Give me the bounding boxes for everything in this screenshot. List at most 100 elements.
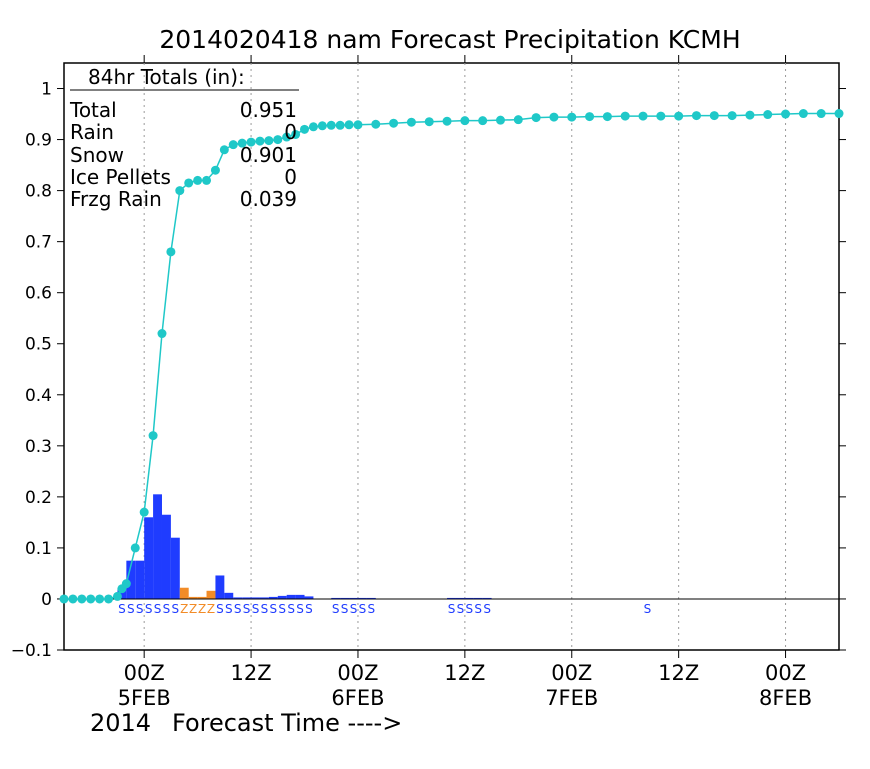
ptype-char: S [243,602,251,616]
precip-bar [295,594,305,599]
ptype-char: Z [207,602,215,616]
chart-title: 2014020418 nam Forecast Precipitation KC… [159,25,740,54]
accum-point [121,579,131,589]
ptype-char: S [136,602,144,616]
precip-bar [304,596,314,599]
y-axis: −0.1 0 0.1 0.2 0.3 0.4 0.5 0.6 0.7 0.8 0.9 1 [11,80,846,661]
y-tick-label: 0.5 [25,335,52,355]
accum-point [620,111,630,121]
x-tick-label: 12Z [658,661,699,685]
ptype-char: S [483,602,491,616]
y-tick-label: 0.1 [25,539,52,559]
totals-row-value: 0.039 [240,187,297,211]
accum-point [567,112,577,122]
ptype-char: S [163,602,171,616]
y-tick-label: 0.9 [25,131,52,151]
accum-point [478,116,488,126]
accum-point [389,118,399,128]
accum-point [371,119,381,129]
accum-point [291,129,301,139]
accum-point [709,111,719,121]
totals-row-label: Ice Pellets [70,165,171,189]
accum-point [157,329,167,339]
accum-point [763,110,773,120]
accum-point [130,543,140,553]
ptype-char: Z [180,602,188,616]
accum-point [424,117,434,127]
precip-bar [153,494,162,599]
year-label: 2014 [90,709,151,737]
accum-point [549,112,559,122]
ptype-char: S [350,602,358,616]
ptype-char: S [341,602,349,616]
accum-point [175,186,185,196]
precip-bar [482,597,492,599]
ptype-char: S [225,602,233,616]
precip-bar [233,597,243,599]
ptype-char: S [234,602,242,616]
precip-bar [161,514,171,599]
y-tick-label: −0.1 [11,641,52,661]
accum-point [148,431,158,441]
precip-bar [357,597,367,599]
precip-bar [117,588,127,599]
ptype-char: S [278,602,286,616]
totals-heading: 84hr Totals (in): [88,65,245,89]
precip-bar [242,597,252,599]
x-tick-label: 00Z [337,661,378,685]
precip-bar [179,587,189,599]
accum-point [308,122,318,132]
accum-point [68,594,78,604]
accum-point [495,115,505,125]
precip-bar [144,517,154,599]
precip-bar [188,596,198,599]
precip-bar [259,597,269,599]
accum-point [59,594,69,604]
ptype-char: S [118,602,126,616]
y-tick-label: 0.7 [25,233,52,253]
precip-bar [286,594,296,599]
ptype-char: S [145,602,153,616]
totals-row-label: Rain [70,120,114,144]
accum-point [602,112,612,122]
precip-bar [170,537,180,599]
ptype-char: S [332,602,340,616]
ptype-char: S [270,602,278,616]
accum-point [317,121,327,131]
precip-bar [447,597,456,599]
accum-point [237,138,247,148]
y-tick-label: 0.8 [25,182,52,202]
y-tick-label: 0 [41,590,52,610]
accum-point [335,120,345,130]
precip-bar [268,596,278,599]
ptype-char: Z [189,602,197,616]
y-tick-label: 1 [41,80,52,100]
vertical-grid [143,63,787,650]
accum-point [300,124,310,134]
ptype-char: S [216,602,224,616]
accum-point [656,111,666,121]
precip-bar [331,597,341,599]
totals-row-value: 0.951 [240,98,297,122]
accum-point [282,132,292,142]
accum-point [210,165,220,175]
ptype-char: S [154,602,162,616]
accum-point [86,594,96,604]
y-tick-label: 0.3 [25,437,52,457]
hourly-precip-bars [117,494,492,599]
accum-point [834,109,844,119]
precip-bar [197,596,207,599]
accum-point [193,175,203,185]
x-date-label: 6FEB [331,686,384,710]
x-tick-label: 00Z [765,661,806,685]
accum-point [95,594,105,604]
ptype-char: S [466,602,474,616]
accum-point [353,120,363,130]
accum-point [255,136,265,146]
accum-point [219,145,229,155]
accum-point [531,113,541,123]
accumulated-precip-series [59,109,844,604]
ptype-char: S [448,602,456,616]
